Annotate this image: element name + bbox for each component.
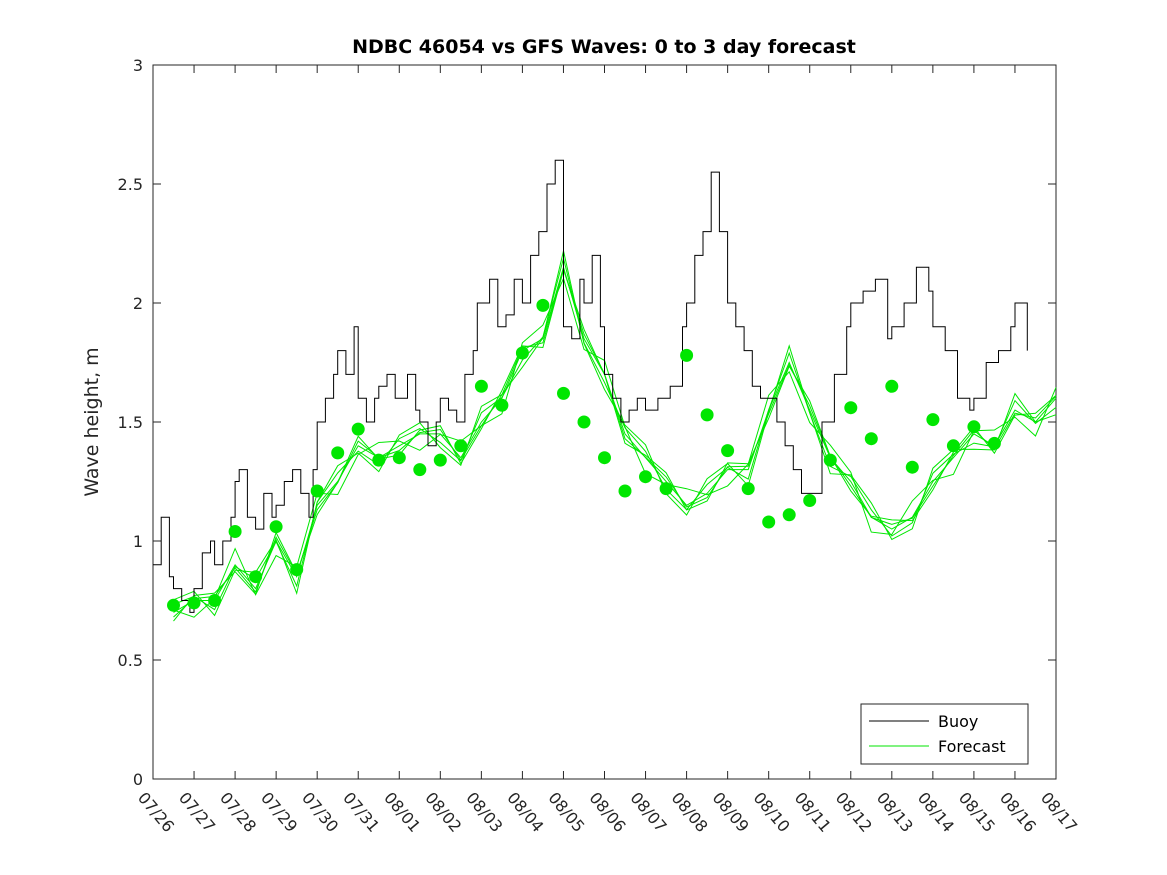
forecast-marker (946, 439, 960, 453)
forecast-marker (618, 484, 632, 498)
forecast-marker (515, 346, 529, 360)
forecast-marker (803, 494, 817, 507)
forecast-marker (844, 401, 858, 415)
legend-forecast-label: Forecast (938, 737, 1006, 756)
forecast-marker (721, 444, 735, 458)
series-layer (153, 159, 1057, 622)
x-tick-label: 07/30 (298, 788, 342, 836)
forecast-marker (864, 432, 878, 446)
x-tick-label: 07/26 (134, 788, 178, 836)
plot-area-frame (152, 64, 1057, 780)
forecast-marker (249, 570, 263, 584)
x-tick-label: 08/02 (421, 788, 465, 836)
x-tick-label: 08/03 (462, 788, 506, 836)
x-tick-label: 08/01 (380, 788, 424, 836)
forecast-marker (680, 348, 694, 362)
forecast-marker (331, 446, 345, 460)
forecast-marker (372, 453, 386, 467)
x-tick-label: 08/13 (873, 788, 917, 836)
x-tick-label: 08/11 (791, 788, 835, 836)
x-tick-label: 07/28 (216, 788, 260, 836)
legend-buoy-label: Buoy (938, 712, 978, 731)
forecast-marker (208, 594, 222, 607)
forecast-marker (187, 596, 201, 610)
forecast-marker (454, 439, 468, 453)
forecast-marker-layer (167, 298, 1001, 612)
forecast-marker (474, 379, 488, 393)
x-tick-label: 08/14 (914, 788, 958, 836)
forecast-marker (639, 470, 652, 484)
forecast-marker (577, 415, 591, 429)
chart-title: NDBC 46054 vs GFS Waves: 0 to 3 day fore… (352, 36, 856, 58)
y-tick-label: 0.5 (118, 651, 143, 670)
x-tick-label: 07/29 (257, 788, 301, 836)
forecast-marker (741, 482, 755, 496)
forecast-marker (967, 420, 981, 434)
x-tick-label: 07/27 (175, 788, 219, 836)
forecast-marker (351, 422, 365, 436)
forecast-marker (557, 386, 570, 400)
forecast-marker (228, 525, 242, 538)
forecast-marker (290, 563, 304, 577)
x-tick-label: 08/17 (1037, 788, 1081, 836)
forecast-series-line (173, 277, 1057, 618)
y-tick-label: 2 (133, 294, 143, 313)
forecast-marker (885, 379, 899, 393)
legend: Buoy Forecast (860, 703, 1029, 765)
x-tick-label: 08/08 (668, 788, 712, 836)
legend-box (860, 703, 1029, 765)
forecast-marker (659, 482, 673, 496)
x-tick-label: 08/10 (750, 788, 794, 836)
forecast-marker (598, 451, 611, 465)
y-tick-label: 2.5 (118, 175, 143, 194)
x-tick-label: 08/04 (503, 788, 547, 836)
forecast-marker (310, 484, 324, 498)
forecast-series-line (173, 267, 1057, 618)
x-tick-label: 08/09 (709, 788, 753, 836)
chart-title-group: NDBC 46054 vs GFS Waves: 0 to 3 day fore… (352, 36, 856, 58)
x-tick-label: 08/15 (955, 788, 999, 836)
forecast-marker (782, 508, 796, 522)
x-tick-label: 08/05 (544, 788, 588, 836)
forecast-marker (700, 408, 714, 422)
forecast-series-line (173, 267, 1057, 622)
forecast-marker (269, 520, 283, 534)
forecast-marker (905, 460, 919, 474)
forecast-marker (536, 298, 550, 312)
forecast-marker (926, 413, 940, 427)
x-tick-label: 08/12 (832, 788, 876, 836)
x-tick-label: 08/16 (996, 788, 1040, 836)
forecast-marker (413, 463, 427, 477)
forecast-marker (167, 598, 180, 612)
y-axis-ticks: 0 0.5 1 1.5 2 2.5 3 (118, 56, 1056, 789)
y-tick-label: 1.5 (118, 413, 143, 432)
forecast-marker (823, 453, 837, 467)
y-tick-label: 0 (133, 770, 143, 789)
forecast-marker (495, 398, 509, 412)
buoy-series-line (153, 159, 1028, 613)
forecast-marker (392, 451, 406, 465)
forecast-marker (433, 453, 447, 467)
y-axis-label: Wave height, m (81, 347, 103, 496)
x-tick-label: 08/07 (626, 788, 670, 836)
forecast-series-line (173, 258, 1057, 611)
x-tick-label: 07/31 (339, 788, 383, 836)
forecast-marker (762, 515, 776, 529)
y-tick-label: 3 (133, 56, 143, 75)
y-tick-label: 1 (133, 532, 143, 551)
forecast-series-line (173, 265, 1057, 613)
forecast-series-line (173, 250, 1057, 617)
x-tick-label: 08/06 (585, 788, 629, 836)
forecast-marker (987, 436, 1001, 450)
